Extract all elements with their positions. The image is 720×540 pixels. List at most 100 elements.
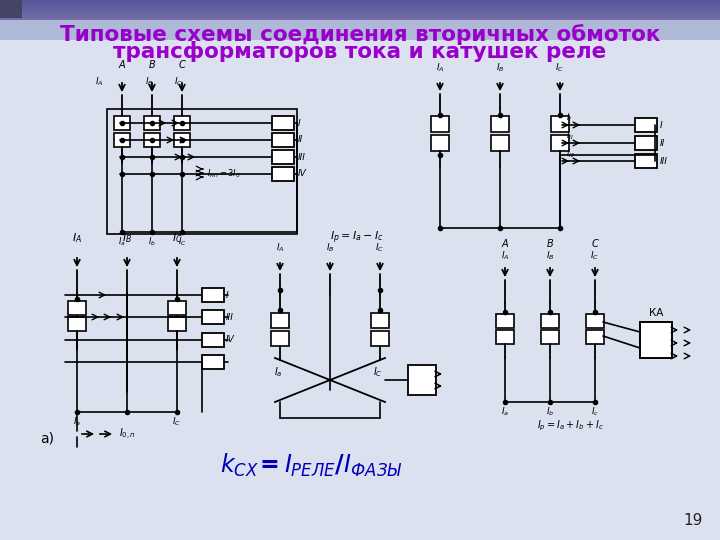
Bar	[202, 288, 224, 302]
Bar	[0, 23, 720, 24]
Bar	[635, 136, 657, 150]
Bar	[114, 116, 130, 130]
Bar	[635, 118, 657, 132]
Bar	[0, 15, 720, 16]
Text: $I_B$: $I_B$	[546, 249, 554, 261]
Text: A: A	[119, 60, 125, 70]
Bar	[0, 24, 720, 25]
Text: $I_{II}$: $I_{II}$	[566, 130, 574, 143]
Text: $I_B$: $I_B$	[325, 241, 334, 253]
Bar	[202, 310, 224, 324]
Bar	[0, 11, 720, 12]
Bar	[640, 322, 672, 358]
Bar	[0, 22, 720, 23]
Bar	[0, 26, 720, 27]
Bar	[0, 1, 720, 2]
Text: II: II	[660, 138, 665, 147]
Bar	[0, 37, 720, 38]
Text: 19: 19	[683, 513, 703, 528]
Bar	[114, 133, 130, 147]
Bar	[371, 331, 389, 346]
Text: $I_a$: $I_a$	[118, 235, 126, 247]
Text: IV: IV	[226, 335, 235, 345]
Bar	[0, 12, 720, 13]
Bar	[496, 314, 514, 328]
Bar	[0, 32, 720, 33]
Bar	[202, 355, 224, 369]
Text: $I_C$: $I_C$	[373, 365, 383, 379]
Text: трансформаторов тока и катушек реле: трансформаторов тока и катушек реле	[113, 42, 607, 63]
Text: $I_a$: $I_a$	[274, 365, 282, 379]
Text: III: III	[660, 157, 668, 165]
Bar	[0, 35, 720, 36]
Text: B: B	[148, 60, 156, 70]
Text: $I_B$: $I_B$	[145, 76, 153, 89]
Bar	[408, 365, 436, 395]
Text: $I_b$: $I_b$	[148, 235, 156, 247]
Bar	[635, 154, 657, 168]
Text: $I_C$: $I_C$	[590, 249, 600, 261]
Text: $I_I$: $I_I$	[566, 112, 572, 125]
Bar	[202, 333, 224, 347]
Bar	[0, 4, 720, 5]
Text: $I_C$: $I_C$	[555, 61, 564, 73]
Bar	[144, 116, 160, 130]
Text: $I_a$: $I_a$	[73, 415, 81, 428]
Bar	[0, 29, 720, 30]
Bar	[0, 20, 720, 40]
Text: КА: КА	[649, 308, 663, 318]
Bar	[0, 31, 720, 32]
Text: C: C	[592, 239, 598, 249]
Bar	[0, 33, 720, 34]
Text: $I_c$: $I_c$	[591, 406, 599, 418]
Bar	[271, 331, 289, 346]
Text: I: I	[298, 118, 301, 127]
Bar	[0, 16, 720, 17]
Text: $I_C$: $I_C$	[171, 231, 182, 245]
Text: $I_a$: $I_a$	[501, 406, 509, 418]
Text: $I_B$: $I_B$	[122, 231, 132, 245]
Bar	[551, 116, 569, 132]
Text: Типовые схемы соединения вторичных обмоток: Типовые схемы соединения вторичных обмот…	[60, 24, 660, 45]
Bar	[0, 13, 720, 14]
Text: $I_A$: $I_A$	[96, 76, 104, 89]
Bar	[586, 330, 604, 344]
Text: $\boldsymbol{k_{СХ}}$: $\boldsymbol{k_{СХ}}$	[220, 451, 258, 478]
Text: $I_{0,п}$: $I_{0,п}$	[119, 427, 136, 442]
Bar	[0, 0, 720, 1]
Bar	[0, 9, 720, 10]
Text: III: III	[298, 152, 306, 161]
Bar	[0, 19, 720, 20]
Bar	[0, 5, 720, 6]
Text: $I_A$: $I_A$	[276, 241, 284, 253]
Bar	[272, 133, 294, 147]
Bar	[431, 116, 449, 132]
Text: $\boldsymbol{= I_{РЕЛЕ}/ I_{ФАЗЫ}}$: $\boldsymbol{= I_{РЕЛЕ}/ I_{ФАЗЫ}}$	[255, 453, 402, 478]
Bar	[541, 314, 559, 328]
Bar	[168, 317, 186, 331]
Bar	[0, 2, 720, 3]
Bar	[0, 0, 22, 18]
Text: $I_b$: $I_b$	[546, 406, 554, 418]
Text: $I_p=I_a+I_b+I_c$: $I_p=I_a+I_b+I_c$	[536, 418, 603, 433]
Bar	[491, 135, 509, 151]
Bar	[144, 133, 160, 147]
Bar	[541, 330, 559, 344]
Bar	[0, 20, 720, 21]
Bar	[0, 14, 720, 15]
Bar	[491, 116, 509, 132]
Bar	[168, 301, 186, 315]
Text: $I_B$: $I_B$	[495, 61, 504, 73]
Text: $I_C$: $I_C$	[173, 415, 181, 428]
Bar	[0, 25, 720, 26]
Bar	[0, 27, 720, 28]
Bar	[0, 8, 720, 9]
Bar	[0, 6, 720, 7]
Bar	[0, 21, 720, 22]
Text: III: III	[226, 313, 234, 321]
Bar	[0, 36, 720, 37]
Text: I: I	[660, 120, 662, 130]
Text: $I_A$: $I_A$	[500, 249, 509, 261]
Bar	[0, 39, 720, 40]
Text: $I_C$: $I_C$	[174, 76, 184, 89]
